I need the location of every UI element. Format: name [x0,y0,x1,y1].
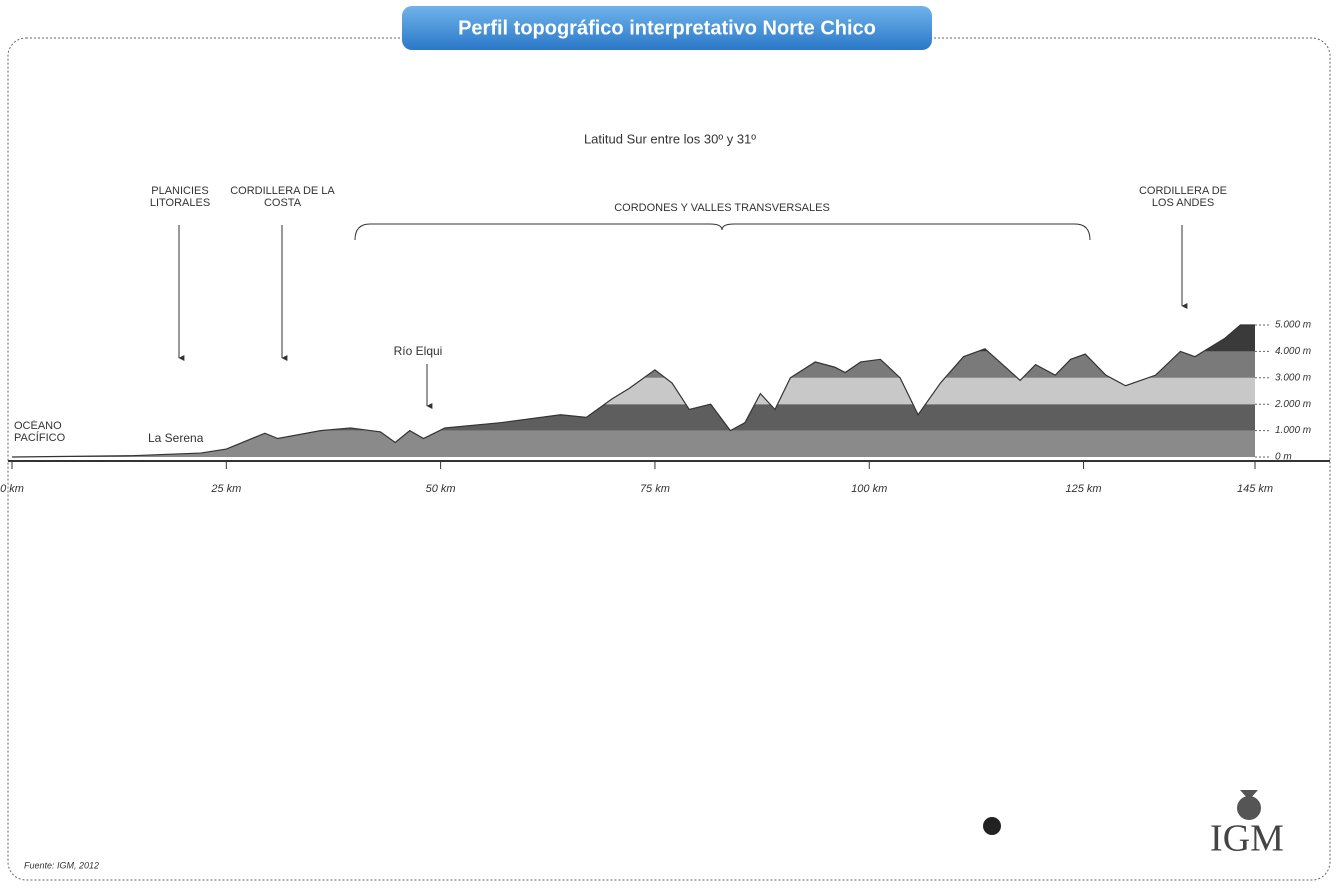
y-tick-label: 3.000 m [1275,372,1311,383]
planicies-label: PLANICIES LITORALES [130,185,230,209]
andes-box: CORDILLERA DE LOS ANDES [1128,185,1238,225]
costa-label: CORDILLERA DE LA COSTA [230,185,335,209]
subtitle: Latitud Sur entre los 30º y 31º [584,131,756,146]
x-tick-label: 100 km [851,483,887,495]
river-label: Río Elqui [394,344,443,358]
source: Fuente: IGM, 2012 [24,860,99,870]
costa-box: CORDILLERA DE LA COSTA [230,185,335,225]
logo-emblem [1237,796,1261,820]
x-tick-label: 0 km [0,483,24,495]
y-tick-label: 4.000 m [1275,346,1311,357]
y-tick-label: 1.000 m [1275,425,1311,436]
andes-label: CORDILLERA DE LOS ANDES [1128,185,1238,209]
ocean-label-box: OCÉANO PACÍFICO [14,420,104,460]
x-tick-label: 25 km [210,483,241,495]
ocean-label: OCÉANO PACÍFICO [14,420,104,444]
logo-text: IGM [1210,818,1284,860]
x-tick-label: 75 km [640,483,670,495]
city-label: La Serena [148,431,204,445]
x-tick-label: 50 km [426,483,456,495]
logo-mark [983,817,1001,835]
x-tick-label: 145 km [1237,483,1273,495]
y-tick-label: 0 m [1275,452,1292,463]
chart-title: Perfil topográfico interpretativo Norte … [458,17,876,39]
planicies-box: PLANICIES LITORALES [130,185,230,225]
y-tick-label: 2.000 m [1274,399,1311,410]
cordones-label: CORDONES Y VALLES TRANSVERSALES [614,202,830,214]
frame [8,38,1330,880]
y-tick-label: 5.000 m [1275,320,1311,331]
x-tick-label: 125 km [1066,483,1102,495]
chart: Perfil topográfico interpretativo Norte … [0,0,1340,888]
